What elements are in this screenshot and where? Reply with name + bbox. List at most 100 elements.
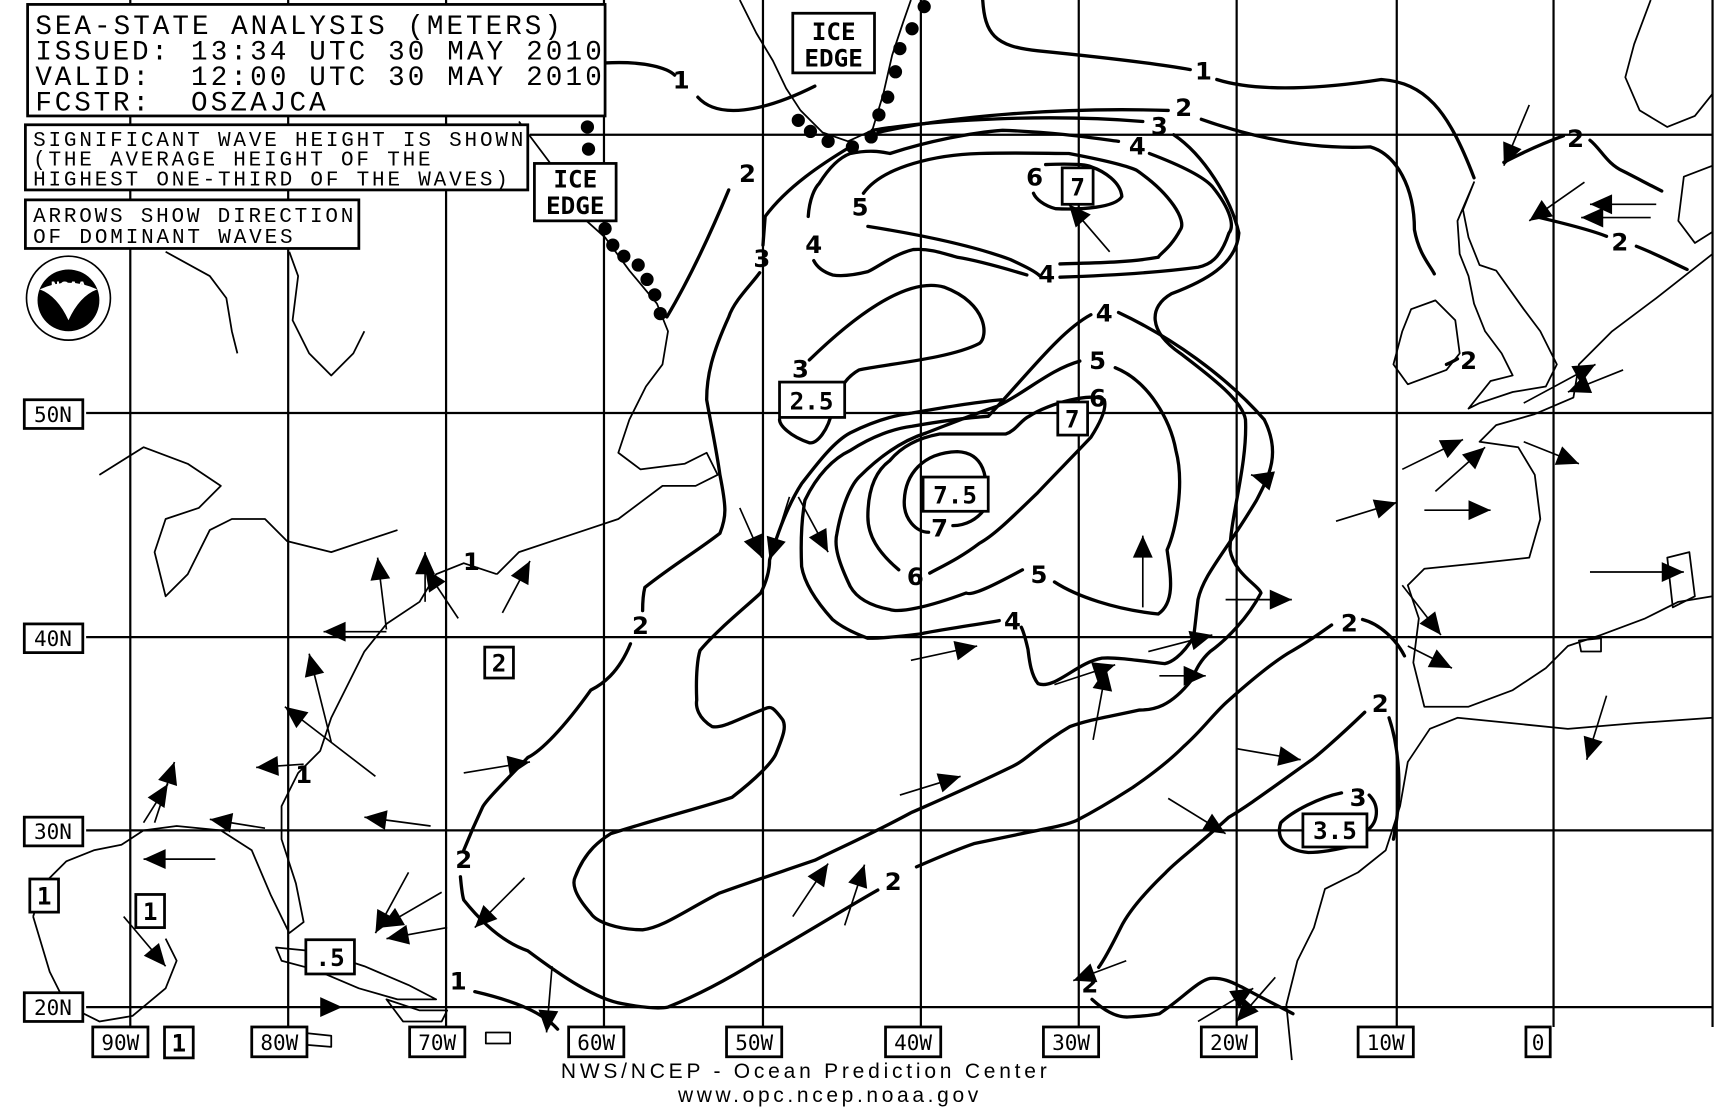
contour-label: 4 [805, 230, 822, 259]
wave-direction-arrow [910, 640, 978, 662]
contour-label: 2 [1460, 346, 1477, 375]
max-height-box: 3.5 [1301, 812, 1369, 849]
noaa-logo-text: NOAA [51, 279, 87, 292]
contour-line [665, 188, 731, 319]
wave-direction-arrow [843, 864, 868, 926]
contour-label: 3 [753, 244, 770, 273]
ice-edge-label: ICE EDGE [791, 11, 876, 75]
ice-edge-text: EDGE [804, 43, 862, 72]
forecaster-name: OSZAJCA [191, 88, 326, 119]
ice-edge-dot [631, 258, 645, 272]
longitude-label: 0 [1532, 1031, 1545, 1055]
wave-direction-arrow [284, 706, 376, 777]
contour-label: 2 [885, 867, 902, 896]
latitude-label: 40N [34, 627, 72, 651]
wave-direction-arrow [1589, 194, 1657, 215]
contour-label: 4 [1038, 260, 1055, 289]
wave-height-legend: SIGNIFICANT WAVE HEIGHT IS SHOWN (THE AV… [24, 123, 530, 193]
latitude-label: 20N [34, 996, 72, 1020]
wave-direction-arrow [209, 813, 266, 833]
wave-direction-arrow [386, 924, 448, 945]
wave-direction-arrow [1132, 535, 1153, 608]
wave-direction-arrow [1148, 630, 1213, 653]
wave-direction-arrow [766, 496, 791, 561]
boxed-wave-heights: 7 2.5 7.5 7 3.5 2 1 1 1 .5 [28, 166, 1369, 1060]
min-height-box: 2.5 [778, 380, 847, 419]
wave-direction-arrow [415, 552, 436, 602]
wave-direction-arrow [1523, 440, 1580, 465]
longitude-label: 60W [577, 1031, 615, 1055]
ice-edge-dot [864, 130, 878, 144]
ice-edge-dot [881, 90, 895, 104]
wave-direction-arrows [123, 104, 1684, 1033]
contour-line [458, 623, 1334, 1010]
wave-direction-arrow [474, 877, 526, 929]
legend-line: OF DOMINANT WAVES [33, 227, 292, 250]
ice-edge-text: ICE [812, 17, 856, 46]
wave-direction-arrow [1250, 471, 1275, 491]
valid-time: 12:00 UTC 30 MAY 2010 [191, 63, 602, 94]
ice-edge-dot [845, 140, 860, 154]
latitude-labels: 50N 40N 30N 20N [22, 398, 85, 1023]
great-lakes [98, 446, 398, 598]
wave-direction-arrow [501, 560, 531, 614]
contour-line [640, 145, 852, 613]
contour-label: 6 [1026, 163, 1043, 192]
wave-direction-arrow [1407, 645, 1453, 669]
legend-line: ARROWS SHOW DIRECTION [33, 206, 353, 229]
contour-line [861, 151, 1184, 278]
ice-edge-label-west: ICE EDGE [533, 162, 618, 223]
longitude-label: 30W [1052, 1031, 1090, 1055]
boxed-value: .5 [316, 943, 345, 972]
ice-edge-text: EDGE [546, 191, 604, 220]
contour-label: 6 [907, 562, 924, 591]
contour-label: 2 [632, 611, 649, 640]
max-height-box: 7 [1056, 400, 1089, 437]
boxed-value: 1 [143, 897, 158, 926]
ice-edge-dot [917, 0, 931, 14]
wave-direction-arrow [380, 891, 443, 929]
wave-direction-arrow [1335, 499, 1397, 523]
max-height-box: 7 [1060, 166, 1095, 206]
footer-agency: NWS/NCEP - Ocean Prediction Center [561, 1060, 1047, 1083]
wave-direction-arrow [123, 916, 167, 967]
contour-label: 1 [463, 547, 480, 576]
gulf-coast [32, 916, 178, 1023]
contour-label: 2 [455, 845, 472, 874]
wave-direction-arrow [1068, 203, 1111, 253]
wave-direction-arrow [364, 810, 431, 830]
ice-edge-dot [581, 142, 596, 156]
contour-label: 1 [673, 65, 690, 94]
ice-edge-dot [580, 120, 595, 134]
contour-label: 3 [1350, 783, 1367, 812]
ice-edge-dot [905, 22, 919, 36]
issued-label: ISSUED: [35, 38, 167, 69]
ice-edge-dot [648, 288, 662, 302]
wave-direction-arrow [1567, 369, 1624, 394]
contour-label: 2 [1175, 93, 1192, 122]
wave-direction-arrow [1092, 667, 1113, 741]
contour-label: 3 [792, 355, 809, 384]
contour-line [603, 60, 817, 113]
contour-line [1444, 134, 1689, 367]
wave-direction-arrow [1589, 562, 1684, 582]
contour-line [834, 359, 1182, 616]
contour-line [473, 989, 560, 1031]
ice-edge-dot [640, 272, 654, 287]
ireland-coast [1392, 299, 1461, 386]
contour-line [806, 128, 1233, 279]
wave-direction-arrow [1072, 959, 1127, 983]
boxed-value: 2 [492, 648, 507, 677]
boxed-value: 7 [1070, 172, 1085, 201]
issued-time: 13:34 UTC 30 MAY 2010 [191, 38, 602, 69]
boxed-value: 2.5 [790, 387, 834, 416]
wave-direction-arrow [370, 557, 391, 630]
wave-direction-arrow [143, 849, 216, 870]
footer-url[interactable]: www.opc.ncep.noaa.gov [677, 1084, 979, 1107]
wave-direction-arrow [256, 756, 304, 776]
latitude-label: 30N [34, 820, 72, 844]
wave-direction-arrow [1523, 363, 1596, 404]
longitude-label: 90W [101, 1031, 139, 1055]
map-title: SEA-STATE ANALYSIS (METERS) [35, 12, 561, 43]
